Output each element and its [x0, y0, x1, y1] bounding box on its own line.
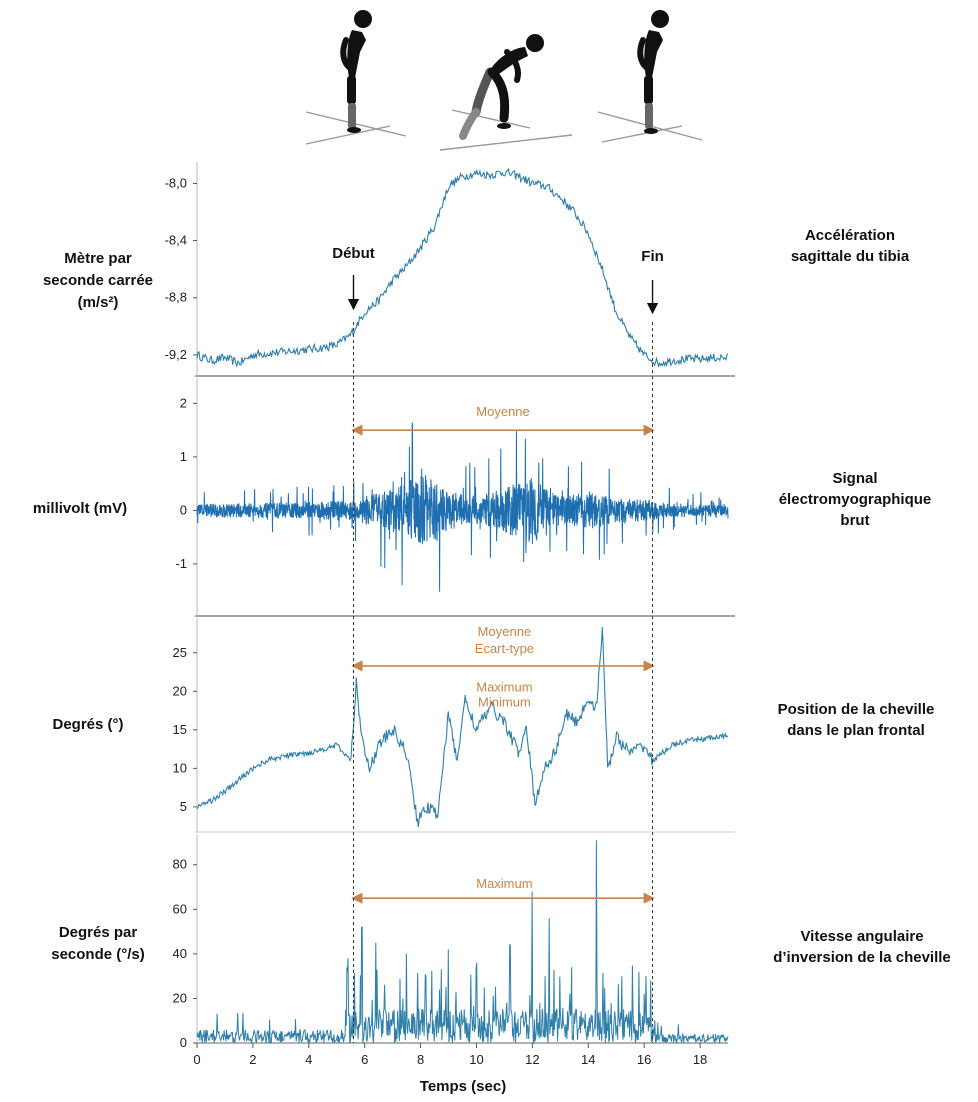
emg-series	[196, 422, 729, 592]
y-tick-label: 10	[173, 760, 187, 775]
tibia-acceleration-series	[196, 167, 729, 368]
panel-ankle-angular-velocity: 80 60 40 20 0 Maximum Degrés par seconde (°/…	[51, 834, 951, 1050]
ylabel-line-1: millivolt (mV)	[33, 500, 127, 517]
annotation-label: Maximum	[476, 679, 532, 694]
right-label-line-1: Vitesse angulaire	[800, 928, 923, 945]
figure-squatting-center	[439, 34, 573, 151]
y-tick-label: 2	[180, 395, 187, 410]
y-tick-label: 5	[180, 799, 187, 814]
annotation-label: Ecart-type	[475, 641, 534, 656]
y-tick-label: -8,0	[165, 175, 187, 190]
y-tick-label: 40	[173, 946, 187, 961]
figure-standing-right	[597, 10, 703, 143]
annotation-label: Moyenne	[476, 404, 529, 419]
annotation-label: Moyenne	[478, 624, 531, 639]
x-tick-label: 0	[193, 1052, 200, 1067]
x-tick-label: 12	[525, 1052, 539, 1067]
y-tick-label: 20	[173, 990, 187, 1005]
y-tick-label: -9,2	[165, 347, 187, 362]
ylabel-line-1: Degrés par	[59, 924, 138, 941]
y-tick-label: -8,8	[165, 290, 187, 305]
right-label-line-1: Accélération	[805, 227, 895, 244]
figure-standing-left	[305, 10, 407, 145]
start-marker-label: Début	[332, 245, 375, 262]
standing-figure-icon	[597, 10, 703, 143]
x-tick-label: 8	[417, 1052, 424, 1067]
y-tick-label: -8,4	[165, 233, 187, 248]
right-label-line-2: d’inversion de la cheville	[773, 949, 951, 966]
right-label-line-1: Position de la cheville	[778, 701, 935, 718]
x-tick-label: 10	[469, 1052, 483, 1067]
annotation-label: Minimum	[478, 695, 531, 710]
x-tick-label: 18	[693, 1052, 707, 1067]
standing-figure-icon	[305, 10, 407, 145]
right-label-line-2: sagittale du tibia	[791, 248, 910, 265]
right-label-line-1: Signal	[832, 470, 877, 487]
y-tick-label: 0	[180, 502, 187, 517]
y-tick-label: 25	[173, 645, 187, 660]
ylabel-line-1: Degrés (°)	[52, 716, 123, 733]
squatting-figure-icon	[439, 34, 573, 151]
y-tick-label: 80	[173, 857, 187, 872]
y-tick-label: 1	[180, 449, 187, 464]
angular-velocity-series	[196, 840, 729, 1045]
y-tick-label: 20	[173, 683, 187, 698]
x-tick-label: 4	[305, 1052, 312, 1067]
x-axis-label: Temps (sec)	[420, 1078, 506, 1095]
x-tick-label: 2	[249, 1052, 256, 1067]
y-tick-label: 60	[173, 901, 187, 916]
y-tick-label: -1	[175, 556, 187, 571]
ylabel-line-2: seconde carrée	[43, 272, 153, 289]
x-tick-label: 16	[637, 1052, 651, 1067]
annotation-label: Maximum	[476, 876, 532, 891]
x-tick-label: 6	[361, 1052, 368, 1067]
panel-ankle-position: 25 20 15 10 5 Moyenne Ecart-type MaximumMinimu…	[52, 618, 935, 833]
panel-emg-signal: 2 1 0 -1 Moyenne millivolt (mV) Signal élec…	[33, 378, 932, 617]
ylabel-line-3: (m/s²)	[78, 294, 119, 311]
ylabel-line-2: seconde (°/s)	[51, 946, 145, 963]
end-marker-label: Fin	[641, 248, 664, 265]
y-tick-label: 0	[180, 1035, 187, 1050]
x-tick-label: 14	[581, 1052, 595, 1067]
y-tick-label: 15	[173, 722, 187, 737]
ylabel-line-1: Mètre par	[64, 250, 132, 267]
panel-tibia-acceleration: -8,0 -8,4 -8,8 -9,2 Mètre par seconde carré…	[43, 162, 910, 377]
right-label-line-2: électromyographique	[779, 491, 932, 508]
right-label-line-3: brut	[840, 512, 869, 529]
right-label-line-2: dans le plan frontal	[787, 722, 925, 739]
ankle-position-series	[196, 627, 729, 827]
